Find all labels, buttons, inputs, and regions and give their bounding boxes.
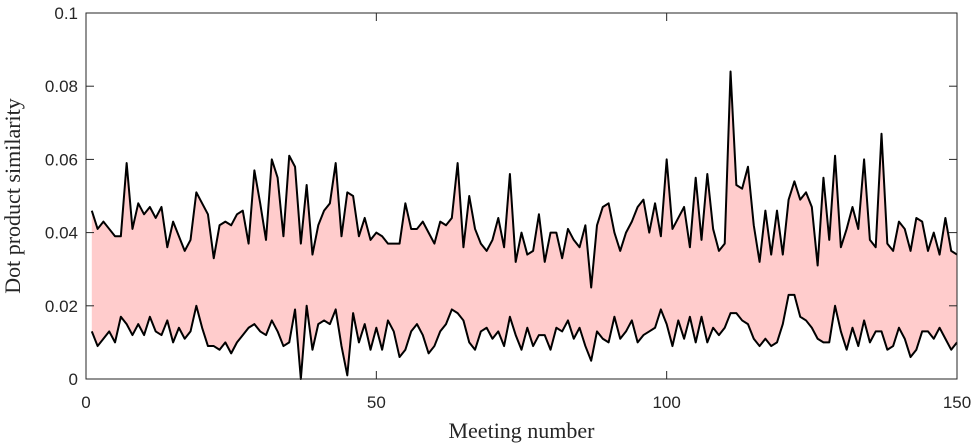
y-tick-label: 0 [69, 370, 78, 389]
x-tick-label: 100 [652, 393, 680, 412]
x-tick-label: 150 [943, 393, 971, 412]
y-axis-label: Dot product similarity [0, 98, 25, 294]
band-fill [91, 71, 957, 379]
axes-frame [85, 12, 958, 380]
y-tick-labels: 0 0.02 0.04 0.06 0.08 0.1 [45, 4, 78, 389]
x-tick-labels: 0 50 100 150 [81, 393, 971, 412]
y-tick-label: 0.02 [45, 297, 78, 316]
y-tick-label: 0.1 [54, 4, 78, 23]
tick-marks [85, 12, 958, 380]
x-axis-label: Meeting number [448, 418, 595, 443]
lower-series-line [90, 293, 958, 380]
x-tick-label: 0 [81, 393, 90, 412]
y-tick-label: 0.08 [45, 77, 78, 96]
upper-series-line [90, 70, 958, 289]
y-tick-label: 0.06 [45, 150, 78, 169]
x-tick-label: 50 [367, 393, 386, 412]
plot-area [90, 70, 958, 380]
y-tick-label: 0.04 [45, 224, 78, 243]
